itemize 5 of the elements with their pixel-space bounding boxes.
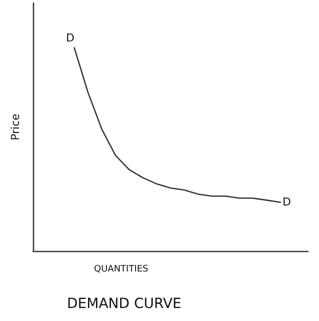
text: DEMAND CURVE [67,296,182,312]
x-axis-title: QUANTITIES [94,264,149,274]
text: D [66,32,74,45]
y-axis-title: Price [9,113,22,140]
annotation: D [282,196,291,209]
